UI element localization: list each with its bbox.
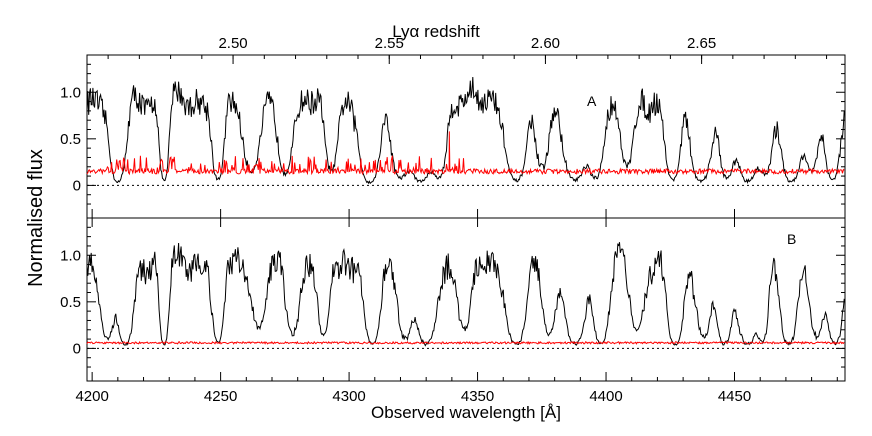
panel-b-label: B — [787, 231, 796, 247]
panel-b-flux-series — [86, 242, 845, 347]
x-tick-label-4450: 4450 — [718, 388, 751, 405]
x-axis-title: Observed wavelength [Å] — [371, 403, 561, 422]
z-tick-label-1: 2.55 — [375, 35, 404, 52]
top-axis-ticks: 2.50 2.55 2.60 2.65 — [107, 35, 828, 64]
z-tick-label-3: 2.65 — [687, 35, 716, 52]
panel-a-frame — [86, 54, 846, 219]
x-tick-label-4250: 4250 — [204, 388, 237, 405]
panel-a-flux-series — [86, 76, 845, 185]
panel-a-y-tick-label-2: 1.0 — [60, 84, 81, 101]
z-tick-label-0: 2.50 — [218, 35, 247, 52]
x-tick-label-4300: 4300 — [332, 388, 365, 405]
x-tick-label-4200: 4200 — [75, 388, 108, 405]
panel-b-y-tick-label-0: 0 — [73, 340, 81, 357]
panel-a-y-ticks: 0 0.5 1.0 — [60, 63, 845, 205]
x-tick-label-4350: 4350 — [461, 388, 494, 405]
panel-a: A 0 0.5 1.0 — [60, 54, 846, 219]
panel-b: B 0 0.5 1.0 — [60, 217, 846, 382]
panel-a-label: A — [587, 93, 597, 109]
panel-b-y-tick-label-2: 1.0 — [60, 247, 81, 264]
panel-b-y-ticks: 0 0.5 1.0 — [60, 226, 845, 368]
panel-a-error-series — [86, 131, 845, 176]
z-tick-label-2: 2.60 — [531, 35, 560, 52]
y-axis-title: Normalised flux — [25, 149, 47, 287]
panel-a-y-tick-label-0: 0 — [73, 177, 81, 194]
panel-b-error-series — [86, 340, 845, 345]
panel-b-y-tick-label-1: 0.5 — [60, 294, 81, 311]
x-axis-ticks: 4200 4250 4300 4350 4400 4450 — [75, 209, 838, 405]
panel-a-y-tick-label-1: 0.5 — [60, 131, 81, 148]
x-tick-label-4400: 4400 — [589, 388, 622, 405]
top-axis-title: Lyα redshift — [392, 22, 480, 41]
panel-b-frame — [86, 217, 846, 382]
